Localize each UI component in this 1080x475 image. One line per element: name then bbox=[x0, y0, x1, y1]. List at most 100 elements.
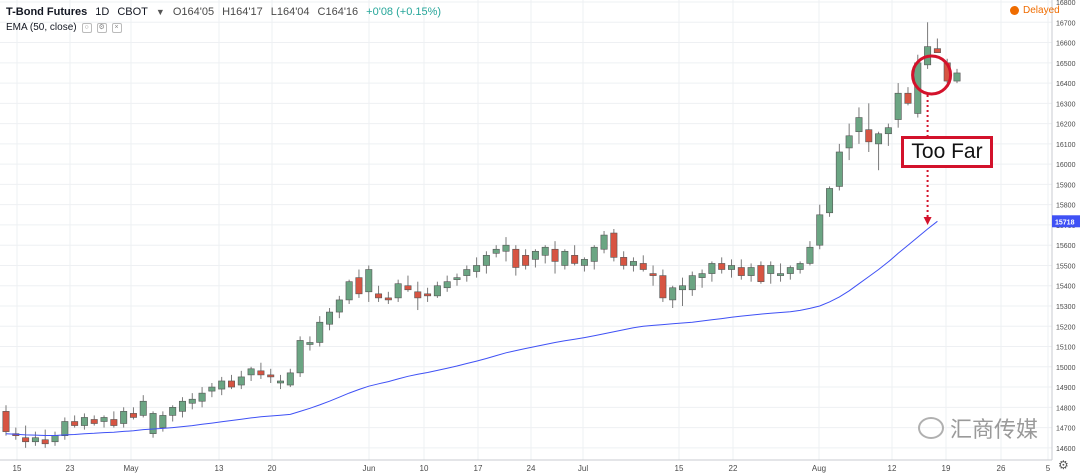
candle-body bbox=[443, 281, 451, 289]
y-tick-label: 15200 bbox=[1056, 324, 1076, 331]
candle-body bbox=[669, 287, 677, 301]
candle-body bbox=[816, 214, 824, 246]
candle-body bbox=[424, 293, 432, 297]
indicator-label[interactable]: EMA (50, close) bbox=[6, 22, 77, 33]
x-tick-label: 26 bbox=[997, 464, 1006, 473]
candle-body bbox=[22, 437, 30, 443]
candle-body bbox=[610, 232, 618, 258]
eye-icon[interactable]: ○ bbox=[81, 22, 92, 33]
x-tick-label: 19 bbox=[942, 464, 951, 473]
too-far-annotation: Too Far bbox=[901, 136, 993, 168]
candle-body bbox=[218, 380, 226, 390]
candle-body bbox=[433, 285, 441, 297]
candle-body bbox=[796, 263, 804, 270]
candle-body bbox=[169, 407, 177, 416]
y-tick-label: 16400 bbox=[1056, 81, 1076, 88]
candle-body bbox=[855, 117, 863, 133]
candle-body bbox=[463, 269, 471, 276]
candle-body bbox=[365, 269, 373, 293]
low-value: L164'04 bbox=[270, 6, 310, 18]
candle-body bbox=[492, 248, 500, 254]
y-tick-label: 14700 bbox=[1056, 426, 1076, 433]
candle-body bbox=[845, 135, 853, 149]
close-icon[interactable]: × bbox=[111, 22, 122, 33]
candle-body bbox=[894, 92, 902, 120]
change-value: +0'08 (+0.15%) bbox=[366, 6, 442, 18]
settings-icon[interactable]: ⚙ bbox=[96, 22, 107, 33]
candle-body bbox=[629, 261, 637, 266]
x-tick-label: Aug bbox=[812, 464, 826, 473]
interval-label[interactable]: 1D bbox=[95, 6, 110, 18]
candle-body bbox=[826, 188, 834, 214]
candle-body bbox=[541, 246, 549, 256]
candle-body bbox=[384, 297, 392, 301]
candle-body bbox=[198, 392, 206, 402]
y-tick-label: 14900 bbox=[1056, 385, 1076, 392]
y-tick-label: 16100 bbox=[1056, 142, 1076, 149]
annotation-arrow-head bbox=[923, 216, 932, 225]
x-tick-label: 23 bbox=[66, 464, 75, 473]
candle-body bbox=[237, 376, 245, 386]
candle-body bbox=[678, 285, 686, 291]
symbol-label[interactable]: T-Bond Futures bbox=[6, 6, 88, 18]
candle-body bbox=[884, 127, 892, 135]
candle-body bbox=[208, 386, 216, 392]
candle-body bbox=[777, 273, 785, 276]
x-tick-label: 5 bbox=[1046, 464, 1051, 473]
delayed-badge: Delayed bbox=[1010, 5, 1060, 16]
candle-body bbox=[61, 421, 69, 436]
candle-body bbox=[639, 263, 647, 270]
candle-body bbox=[178, 400, 186, 412]
x-tick-label: 13 bbox=[215, 464, 224, 473]
x-tick-label: Jul bbox=[578, 464, 588, 473]
candle-body bbox=[786, 267, 794, 274]
settings-gear-icon[interactable]: ⚙ bbox=[1058, 458, 1069, 472]
open-value: O164'05 bbox=[172, 6, 215, 18]
candle-body bbox=[149, 413, 157, 434]
y-tick-label: 16500 bbox=[1056, 61, 1076, 68]
candle-body bbox=[404, 285, 412, 291]
candle-body bbox=[306, 342, 314, 345]
x-tick-label: 22 bbox=[729, 464, 738, 473]
candle-body bbox=[188, 398, 196, 404]
x-tick-label: 17 bbox=[474, 464, 483, 473]
candle-body bbox=[90, 419, 98, 424]
y-tick-label: 16700 bbox=[1056, 20, 1076, 27]
candle-body bbox=[110, 419, 118, 426]
candle-body bbox=[394, 283, 402, 299]
candle-body bbox=[316, 321, 324, 343]
candle-body bbox=[80, 417, 88, 426]
candle-body bbox=[590, 246, 598, 262]
candle-body bbox=[953, 72, 961, 82]
x-tick-label: 24 bbox=[527, 464, 536, 473]
ema-price-tag bbox=[1052, 215, 1080, 228]
x-tick-label: 10 bbox=[420, 464, 429, 473]
ema-price-label: 15718 bbox=[1055, 219, 1075, 226]
y-tick-label: 15900 bbox=[1056, 182, 1076, 189]
candle-body bbox=[139, 400, 147, 416]
y-tick-label: 15400 bbox=[1056, 284, 1076, 291]
delayed-label: Delayed bbox=[1023, 5, 1060, 16]
candle-body bbox=[806, 246, 814, 264]
x-tick-label: 15 bbox=[675, 464, 684, 473]
candle-body bbox=[228, 380, 235, 388]
candle-body bbox=[414, 291, 422, 299]
wechat-logo-icon bbox=[918, 417, 944, 439]
y-tick-label: 16600 bbox=[1056, 41, 1076, 48]
candle-body bbox=[835, 151, 843, 187]
candle-body bbox=[904, 92, 912, 104]
y-tick-label: 16300 bbox=[1056, 101, 1076, 108]
candle-body bbox=[688, 275, 696, 291]
y-tick-label: 15000 bbox=[1056, 365, 1076, 372]
chevron-down-icon[interactable]: ▼ bbox=[155, 7, 165, 17]
y-tick-label: 14800 bbox=[1056, 405, 1076, 412]
candle-body bbox=[512, 248, 520, 268]
y-tick-label: 15100 bbox=[1056, 345, 1076, 352]
candle-body bbox=[159, 415, 167, 428]
candle-body bbox=[502, 244, 510, 252]
candle-body bbox=[453, 277, 461, 280]
candle-body bbox=[737, 267, 745, 276]
exchange-label: CBOT bbox=[117, 6, 148, 18]
candle-body bbox=[571, 255, 579, 264]
